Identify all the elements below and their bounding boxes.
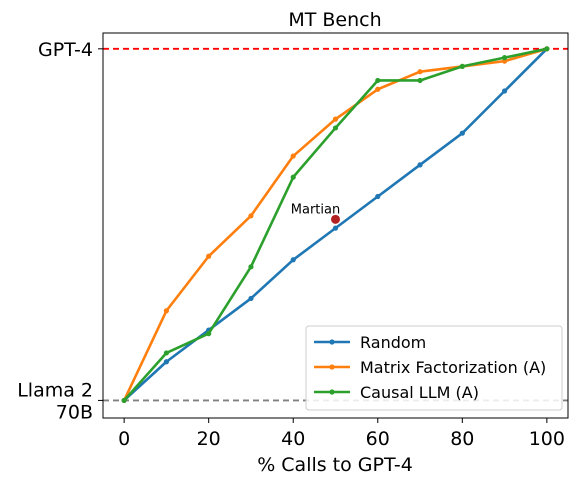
y-tick-label-1: Llama 2 70B bbox=[17, 379, 93, 423]
y-tick-label-0-line-0: GPT-4 bbox=[38, 39, 93, 61]
series-2-point-6 bbox=[375, 77, 381, 84]
y-tick-label-1-line-1: 70B bbox=[56, 401, 93, 423]
series-2-point-9 bbox=[501, 55, 508, 61]
annotation-point-0 bbox=[331, 214, 340, 224]
y-tick-label-0: GPT-4 bbox=[38, 39, 93, 61]
series-0-point-3 bbox=[248, 295, 254, 302]
legend-marker-0 bbox=[329, 339, 335, 345]
x-tick-label-4: 80 bbox=[450, 428, 474, 450]
legend: Random Matrix Factorization (A) Causal LLM… bbox=[305, 325, 563, 411]
chart-title: MT Bench bbox=[288, 9, 381, 31]
series-1-point-6 bbox=[375, 86, 381, 92]
series-2-point-3 bbox=[248, 264, 254, 270]
annotation-label-0: Martian bbox=[291, 202, 340, 217]
series-0-point-8 bbox=[459, 130, 465, 136]
series-2-point-5 bbox=[332, 125, 339, 131]
series-2-point-4 bbox=[290, 174, 296, 180]
plot-frame bbox=[102, 32, 569, 419]
x-tick-label-0: 0 bbox=[118, 428, 130, 450]
legend-label-2: Causal LLM (A) bbox=[360, 383, 479, 402]
y-tick-label-1-line-0: Llama 2 bbox=[17, 379, 93, 401]
series-2-point-2 bbox=[206, 331, 212, 337]
x-tick-label-5: 100 bbox=[529, 428, 565, 450]
series-0-point-7 bbox=[417, 162, 423, 168]
series-2-point-8 bbox=[459, 63, 465, 70]
legend-box bbox=[305, 325, 563, 411]
series-1-point-3 bbox=[248, 213, 254, 219]
series-1-point-2 bbox=[206, 253, 212, 259]
series-2-point-0 bbox=[121, 397, 127, 404]
x-tick-label-2: 40 bbox=[281, 428, 305, 450]
series-1-point-1 bbox=[163, 308, 170, 314]
x-tick-label-1: 20 bbox=[197, 428, 221, 450]
series-2-point-7 bbox=[417, 77, 423, 84]
legend-label-1: Matrix Factorization (A) bbox=[360, 358, 546, 377]
series-0-point-5 bbox=[332, 225, 339, 231]
series-0-point-4 bbox=[290, 257, 296, 263]
legend-label-0: Random bbox=[360, 333, 426, 352]
series-1-point-5 bbox=[332, 116, 339, 122]
series-1-point-7 bbox=[417, 69, 423, 75]
plot-area: Martian bbox=[103, 46, 568, 404]
series-0-point-6 bbox=[375, 193, 381, 200]
series-2-point-1 bbox=[163, 350, 170, 356]
x-axis-label: % Calls to GPT-4 bbox=[257, 454, 413, 476]
series-2-point-10 bbox=[544, 46, 550, 52]
x-tick-label-3: 60 bbox=[366, 428, 390, 450]
series-1-point-4 bbox=[290, 153, 296, 159]
series-0-point-1 bbox=[163, 359, 170, 365]
series-0-point-9 bbox=[501, 88, 508, 94]
axes: 0 20 40 60 80 100 GPT-4 Llama 2 70B bbox=[17, 39, 565, 450]
legend-marker-2 bbox=[329, 389, 335, 395]
legend-marker-1 bbox=[329, 364, 335, 370]
